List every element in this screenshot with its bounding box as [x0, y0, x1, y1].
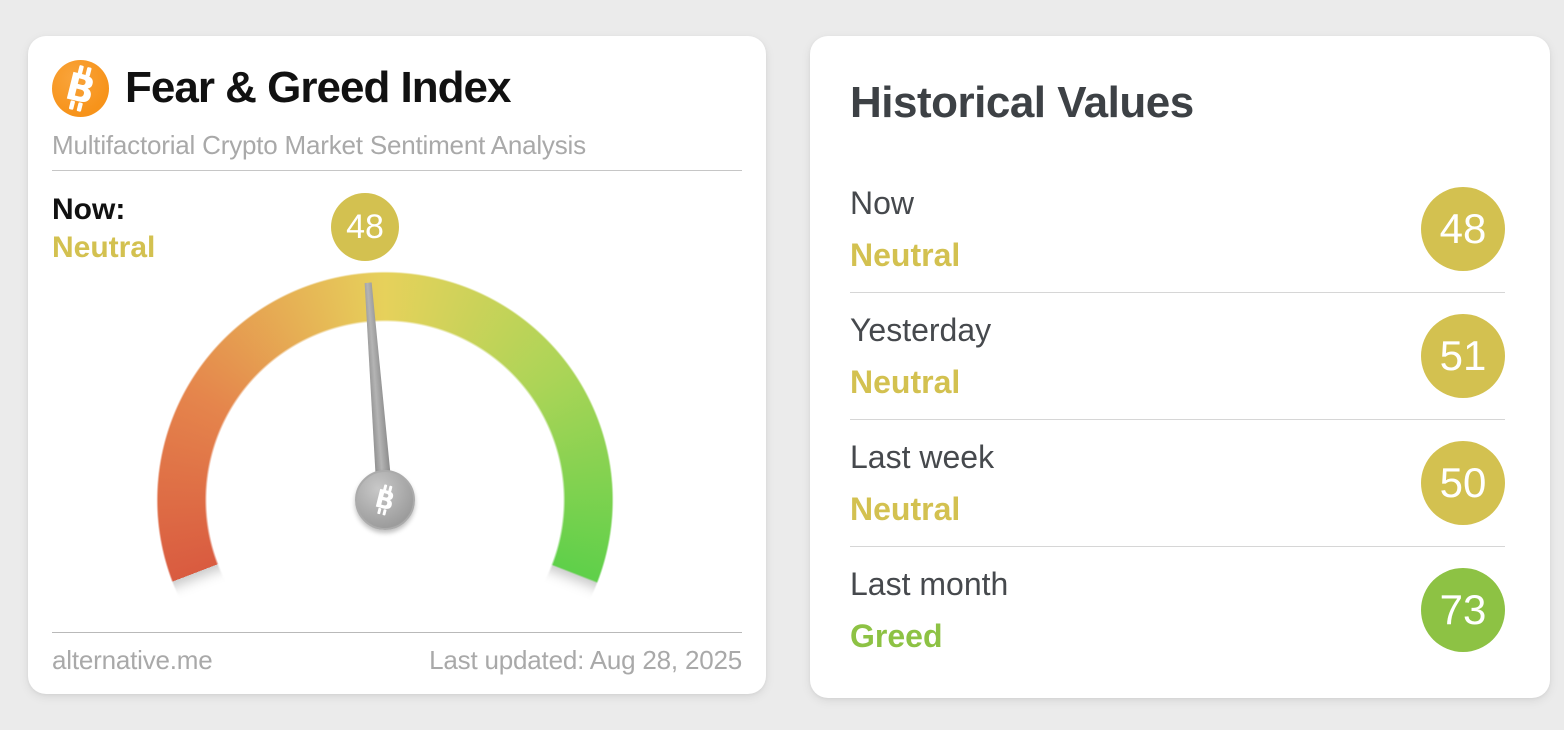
row-classification: Neutral: [850, 491, 961, 527]
page-subtitle: Multifactorial Crypto Market Sentiment A…: [52, 130, 586, 160]
row-value-badge: 48: [1421, 187, 1505, 271]
row-value-badge: 73: [1421, 568, 1505, 652]
now-classification: Neutral: [52, 231, 156, 264]
now-label: Now:: [52, 193, 126, 226]
fear-greed-card: B Fear & Greed Index Multifactorial Cryp…: [28, 36, 766, 730]
gauge-hub-bitcoin-icon: B: [355, 470, 415, 530]
row-classification: Neutral: [850, 237, 961, 273]
row-period-label: Yesterday: [850, 312, 992, 348]
page-title: Fear & Greed Index: [125, 63, 511, 112]
row-value-badge: 50: [1421, 441, 1505, 525]
historical-row-text: Now Neutral: [850, 186, 960, 272]
historical-row-yesterday: Yesterday Neutral 51: [850, 293, 1505, 420]
historical-row-now: Now Neutral 48: [850, 186, 1505, 293]
svg-text:B: B: [372, 484, 398, 517]
footer-divider: [52, 632, 742, 633]
row-period-label: Last week: [850, 439, 995, 475]
historical-row-text: Yesterday Neutral: [850, 313, 991, 399]
row-period-label: Now: [850, 185, 915, 221]
row-classification: Neutral: [850, 364, 961, 400]
historical-values-title: Historical Values: [850, 78, 1194, 127]
last-updated-text: Last updated: Aug 28, 2025: [429, 645, 742, 675]
historical-values-card: Historical Values Now Neutral 48 Yesterd…: [810, 36, 1550, 698]
historical-row-last-month: Last month Greed 73: [850, 547, 1505, 673]
row-value-badge: 51: [1421, 314, 1505, 398]
historical-rows: Now Neutral 48 Yesterday Neutral 51 Last…: [850, 186, 1505, 673]
current-value-badge: 48: [331, 193, 399, 261]
row-classification: Greed: [850, 618, 943, 654]
header-divider: [52, 170, 742, 171]
bitcoin-icon: B: [52, 59, 109, 117]
historical-row-text: Last week Neutral: [850, 440, 994, 526]
fear-greed-header: B Fear & Greed Index: [52, 59, 511, 117]
now-block: Now: Neutral: [52, 191, 155, 267]
historical-row-last-week: Last week Neutral 50: [850, 420, 1505, 547]
fear-greed-gauge: B: [28, 36, 766, 730]
row-period-label: Last month: [850, 566, 1009, 602]
source-link[interactable]: alternative.me: [52, 645, 213, 675]
historical-row-text: Last month Greed: [850, 567, 1008, 653]
fear-greed-footer: alternative.me Last updated: Aug 28, 202…: [52, 645, 742, 676]
